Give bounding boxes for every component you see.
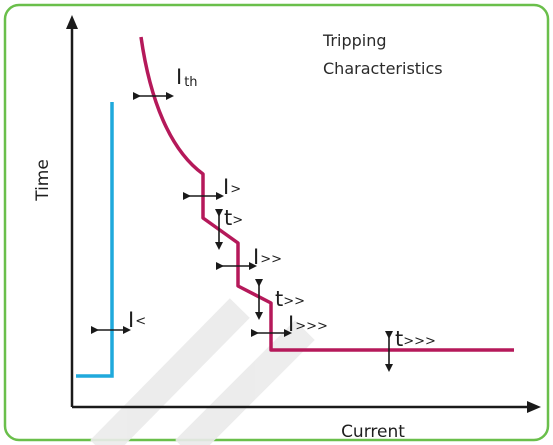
t-gt-label: t> <box>224 206 243 230</box>
frame-border <box>3 3 550 442</box>
watermark <box>90 298 315 445</box>
undercurrent-curve <box>76 102 114 378</box>
y-axis-title: Time <box>33 159 53 202</box>
diagram-title-line2: Characteristics <box>323 59 443 78</box>
i-lt-label: I< <box>128 308 146 332</box>
i-gt3-label: I>>> <box>288 312 328 336</box>
diagram-title-line1: Tripping <box>322 31 387 50</box>
i-gt-label: I> <box>223 175 241 199</box>
x-axis-title: Current <box>341 422 405 442</box>
i-gt2-label: I>> <box>253 245 282 269</box>
t-gt3-label: t>>> <box>395 327 436 351</box>
t-gt2-label: t>> <box>275 287 305 311</box>
